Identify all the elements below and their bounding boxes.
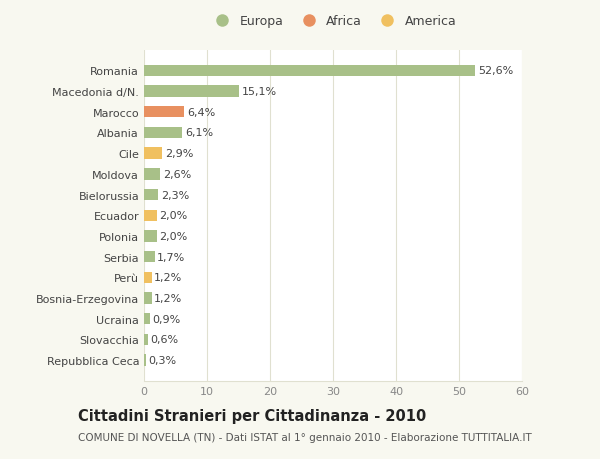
Text: COMUNE DI NOVELLA (TN) - Dati ISTAT al 1° gennaio 2010 - Elaborazione TUTTITALIA: COMUNE DI NOVELLA (TN) - Dati ISTAT al 1…	[78, 432, 532, 442]
Text: 0,9%: 0,9%	[152, 314, 181, 324]
Bar	[144, 252, 155, 263]
Legend: Europa, Africa, America: Europa, Africa, America	[205, 11, 461, 34]
Bar	[144, 334, 148, 345]
Bar	[144, 231, 157, 242]
Text: 6,4%: 6,4%	[187, 107, 215, 118]
Bar	[144, 148, 162, 159]
Bar	[144, 107, 184, 118]
Text: 6,1%: 6,1%	[185, 128, 213, 138]
Bar	[144, 190, 158, 201]
Bar	[144, 66, 475, 77]
Bar	[144, 272, 152, 283]
Text: 2,3%: 2,3%	[161, 190, 189, 200]
Text: 0,6%: 0,6%	[151, 335, 178, 345]
Text: 1,2%: 1,2%	[154, 273, 182, 283]
Text: 2,0%: 2,0%	[159, 231, 187, 241]
Text: 1,7%: 1,7%	[157, 252, 185, 262]
Bar	[144, 128, 182, 139]
Text: 52,6%: 52,6%	[478, 66, 513, 76]
Bar	[144, 210, 157, 221]
Text: Cittadini Stranieri per Cittadinanza - 2010: Cittadini Stranieri per Cittadinanza - 2…	[78, 408, 426, 423]
Bar	[144, 169, 160, 180]
Bar	[144, 86, 239, 97]
Text: 1,2%: 1,2%	[154, 293, 182, 303]
Text: 2,6%: 2,6%	[163, 169, 191, 179]
Text: 2,0%: 2,0%	[159, 211, 187, 221]
Bar	[144, 313, 149, 325]
Text: 0,3%: 0,3%	[148, 355, 176, 365]
Text: 15,1%: 15,1%	[242, 87, 277, 97]
Bar	[144, 355, 146, 366]
Bar	[144, 293, 152, 304]
Text: 2,9%: 2,9%	[165, 149, 193, 159]
